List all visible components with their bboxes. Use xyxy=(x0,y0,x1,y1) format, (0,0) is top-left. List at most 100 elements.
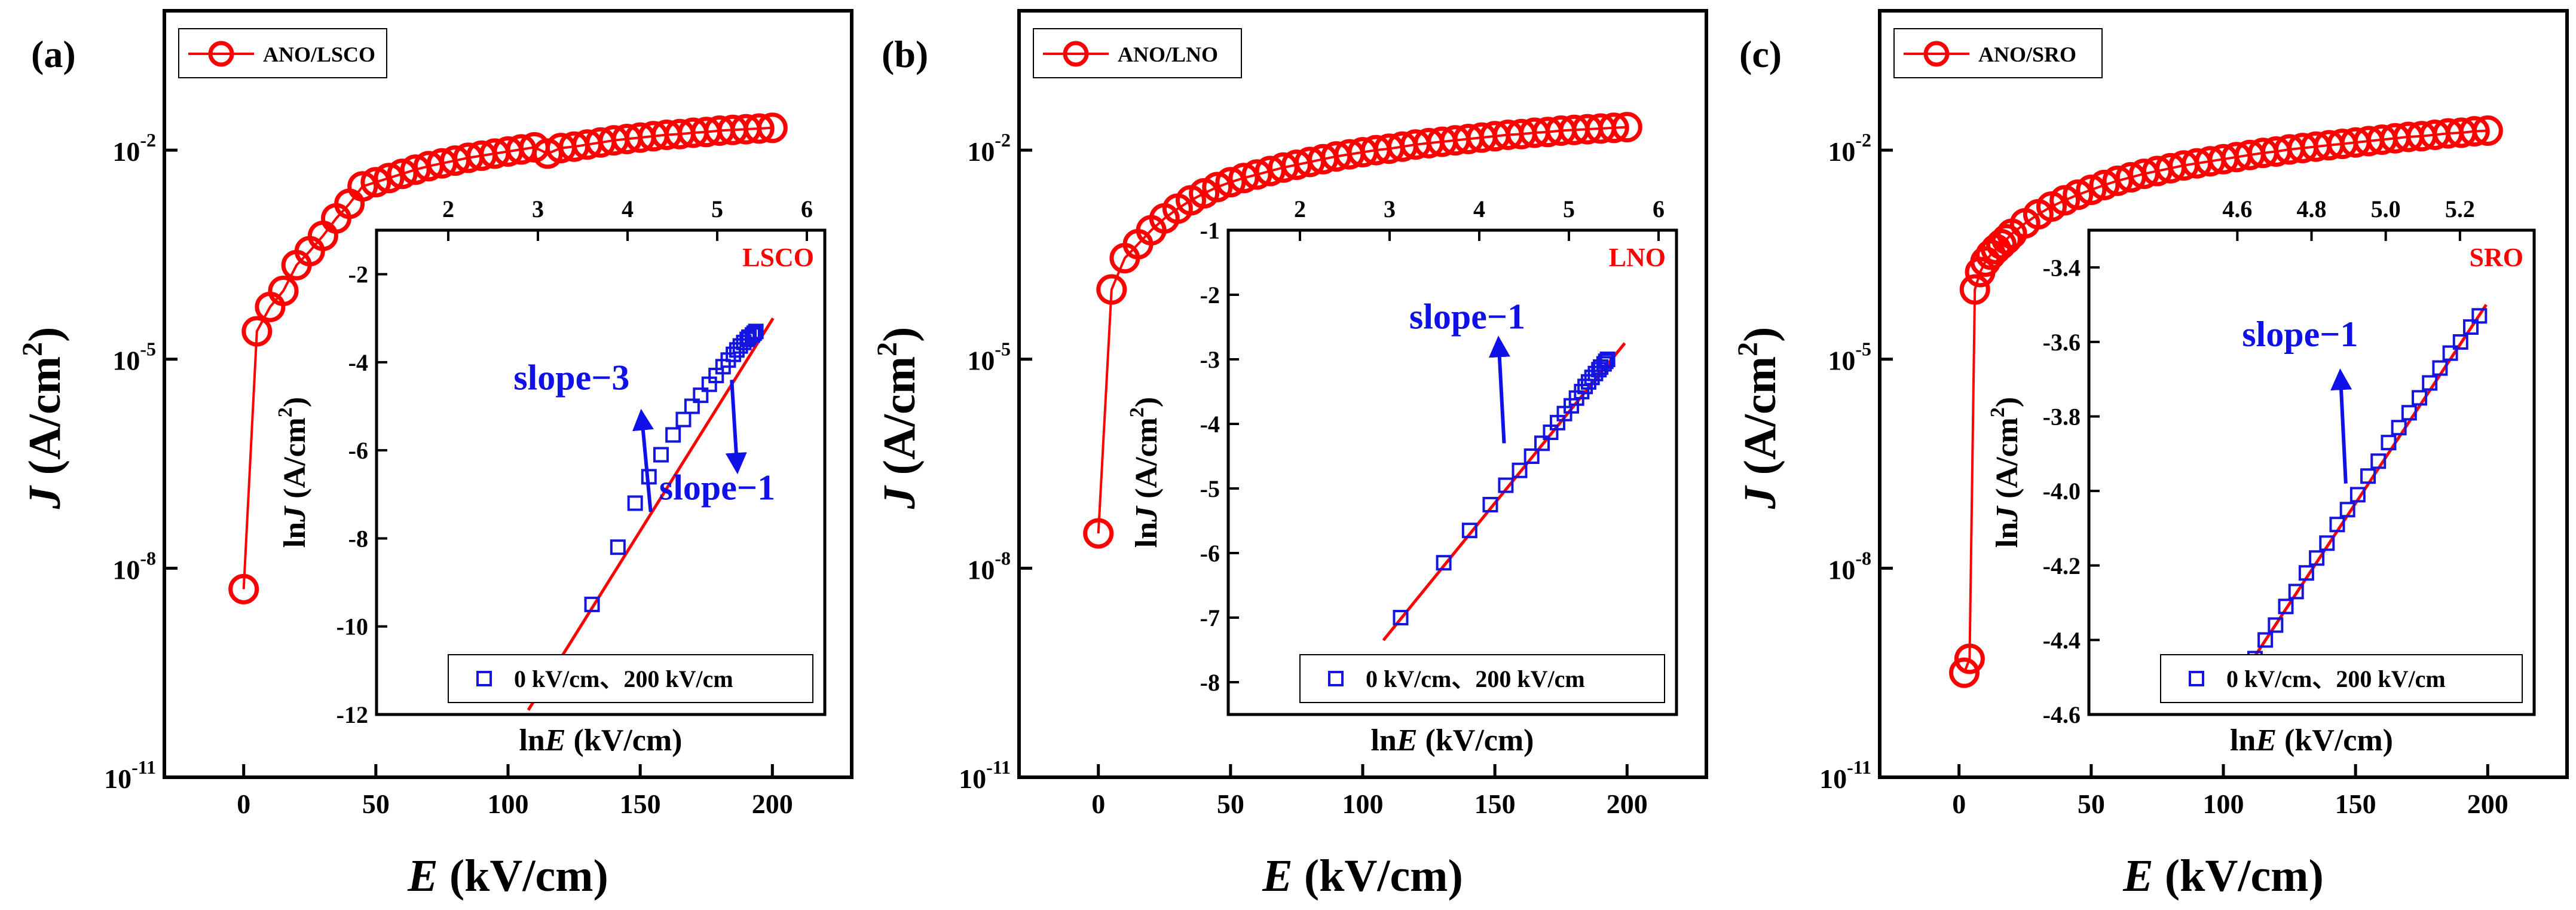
slope-label: slope−1 xyxy=(659,468,775,507)
slope-arrow xyxy=(725,380,747,475)
inset-data-point xyxy=(610,539,626,555)
x-tick-label: 0 xyxy=(1091,789,1105,819)
y-axis-title: J (A/cm2) xyxy=(17,327,70,510)
inset-data-point xyxy=(2329,517,2345,533)
data-point xyxy=(744,113,775,144)
x-axis-title: E (kV/cm) xyxy=(1262,851,1463,901)
legend-label: ANO/LSCO xyxy=(263,42,375,66)
inset-data-point xyxy=(1512,462,1528,478)
inset-data-point xyxy=(2339,502,2355,518)
inset-y-tick-label: -10 xyxy=(336,613,368,640)
inset-data-point xyxy=(2288,584,2304,600)
inset-data-point xyxy=(684,398,700,414)
inset-data-point xyxy=(2319,535,2335,551)
inset-y-tick-label: -4.4 xyxy=(2043,627,2081,654)
inset-data-point xyxy=(2471,308,2488,324)
x-tick-label: 200 xyxy=(1607,789,1648,819)
panel-c: (c) 0 50 100 150 200 10-2 10-5 10-8 10-11 E (kV/cm… xyxy=(1732,9,2569,901)
inset-background xyxy=(2089,230,2534,714)
x-tick-label: 200 xyxy=(752,789,793,819)
inset-data-point xyxy=(2462,319,2479,335)
data-point xyxy=(2063,179,2094,210)
inset-data-point xyxy=(2298,565,2314,581)
data-point xyxy=(268,276,299,307)
inset-y-tick-label: -3.8 xyxy=(2043,404,2081,430)
inset-legend-box xyxy=(2160,654,2523,703)
data-point xyxy=(1985,228,2017,259)
slope-arrow xyxy=(1488,335,1510,444)
y-tick-label: 10-8 xyxy=(967,547,1011,585)
x-tick-label: 100 xyxy=(488,789,529,819)
inset-legend-label: 0 kV/cm、200 kV/cm xyxy=(1366,665,1585,692)
data-point xyxy=(1096,274,1127,305)
slope-arrow xyxy=(2330,368,2352,484)
slope-arrow xyxy=(632,408,654,512)
inset-data-point xyxy=(2309,550,2325,566)
top-tick-label: 4 xyxy=(1473,196,1485,222)
y-tick-label: 10-2 xyxy=(1828,129,1871,167)
x-tick-label: 150 xyxy=(2335,789,2376,819)
inset-data-point xyxy=(748,323,764,340)
inset-x-axis-title: lnE (kV/cm) xyxy=(2230,723,2393,758)
panel-a: (a) 0 50 100 150 200 10-2 10-5 10-8 10-11 E (kV/cm… xyxy=(17,9,853,901)
inset-y-tick-label: -4.2 xyxy=(2043,552,2081,579)
inset-plot: 2 3 4 5 6 -12 -10 -8 -6 -4 -2 LSCO slope−3 slope−1 0 k… xyxy=(274,196,827,758)
legend: ANO/LSCO xyxy=(178,28,387,78)
data-point xyxy=(1202,172,1233,203)
data-point xyxy=(2076,175,2107,206)
inset-y-tick-label: -3.6 xyxy=(2043,329,2081,356)
y-axis-title: J (A/cm2) xyxy=(871,327,925,510)
x-tick-label: 150 xyxy=(620,789,661,819)
inset-y-tick-label: -4 xyxy=(348,349,368,376)
inset-data-point xyxy=(2381,435,2397,451)
data-point xyxy=(374,163,405,194)
slope-label: slope−1 xyxy=(1409,297,1525,336)
inset-legend-box xyxy=(448,654,813,703)
inset-data-point xyxy=(2432,360,2448,376)
inset-data-point xyxy=(1436,555,1452,571)
inset-legend-label: 0 kV/cm、200 kV/cm xyxy=(514,665,733,692)
data-point xyxy=(241,316,273,347)
inset-x-axis-title: lnE (kV/cm) xyxy=(1370,723,1534,758)
data-point xyxy=(2472,115,2503,146)
inset-data-point xyxy=(2412,390,2428,406)
y-tick-label: 10-5 xyxy=(967,338,1011,376)
material-label: LNO xyxy=(1609,243,1666,272)
x-tick-label: 100 xyxy=(2203,789,2244,819)
inset-data-point xyxy=(627,495,643,511)
data-point xyxy=(1959,274,1990,305)
top-tick-label: 5 xyxy=(1563,196,1575,222)
inset-data-point xyxy=(675,411,692,427)
inset-data-point xyxy=(2452,334,2468,350)
x-tick-label: 200 xyxy=(2467,789,2508,819)
data-point xyxy=(1611,112,1642,143)
top-tick-label: 5.0 xyxy=(2371,196,2401,222)
inset-legend-marker xyxy=(476,671,492,686)
x-axis-title: E (kV/cm) xyxy=(2122,851,2324,901)
inset-data-point xyxy=(1461,523,1477,539)
inset-legend-marker xyxy=(2189,671,2204,686)
inset-data-point xyxy=(2401,405,2417,421)
data-point xyxy=(347,171,378,202)
top-tick-label: 4 xyxy=(622,196,634,222)
inset-x-axis-title: lnE (kV/cm) xyxy=(519,723,682,758)
inset-data-point xyxy=(665,427,681,443)
inset-data-point xyxy=(2278,598,2294,615)
legend: ANO/SRO xyxy=(1893,28,2103,78)
inset-data-point xyxy=(584,596,600,612)
inset-y-tick-label: -4 xyxy=(1200,411,1220,438)
data-point xyxy=(228,573,259,604)
inset-data-point xyxy=(2370,453,2387,469)
top-tick-label: 6 xyxy=(1653,196,1665,222)
inset-data-point xyxy=(1393,610,1409,625)
data-point xyxy=(1598,112,1629,143)
legend: ANO/LNO xyxy=(1033,28,1242,78)
slope-label: slope−1 xyxy=(2242,314,2358,354)
legend-marker xyxy=(1063,41,1089,67)
inset-legend: 0 kV/cm、200 kV/cm xyxy=(448,654,813,703)
inset-data-point xyxy=(1498,477,1514,493)
fit-line xyxy=(2235,304,2488,686)
inset-data-point xyxy=(2391,420,2407,436)
material-label: LSCO xyxy=(742,243,814,272)
